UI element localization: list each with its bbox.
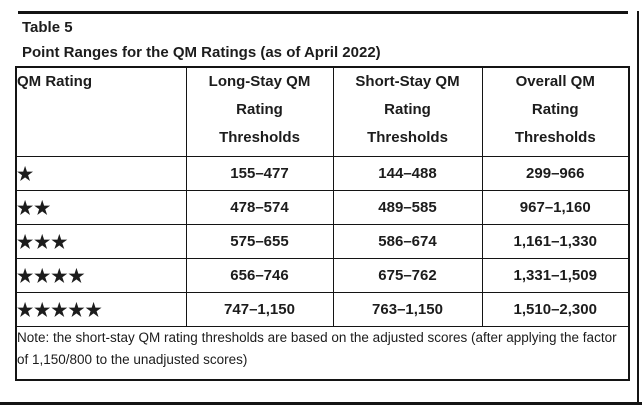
short-stay-range: 763–1,150 <box>332 292 483 327</box>
table-row-3-star: ★★★ 575–655 586–674 1,161–1,330 <box>15 224 630 259</box>
star-rating-icons: ★ <box>15 156 187 191</box>
overall-range: 967–1,160 <box>481 190 630 225</box>
table-footnote: Note: the short-stay QM rating threshold… <box>15 326 630 381</box>
long-stay-range: 155–477 <box>185 156 334 191</box>
column-header-line: Rating <box>384 101 431 118</box>
short-stay-range: 489–585 <box>332 190 483 225</box>
right-vertical-rule <box>637 11 639 405</box>
bottom-horizontal-rule <box>0 402 642 405</box>
column-header-qm-rating: QM Rating <box>15 66 187 157</box>
long-stay-range: 747–1,150 <box>185 292 334 327</box>
star-rating-icons: ★★ <box>15 190 187 225</box>
column-header-label: QM Rating <box>17 73 92 90</box>
note-row: Note: the short-stay QM rating threshold… <box>15 326 630 381</box>
overall-range: 1,331–1,509 <box>481 258 630 293</box>
column-header-line: Short-Stay QM <box>355 73 460 90</box>
header-row: QM Rating Long-Stay QM Rating Thresholds… <box>15 66 630 157</box>
overall-range: 1,161–1,330 <box>481 224 630 259</box>
star-rating-icons: ★★★ <box>15 224 187 259</box>
table-row-2-star: ★★ 478–574 489–585 967–1,160 <box>15 190 630 225</box>
column-header-short-stay: Short-Stay QM Rating Thresholds <box>332 66 483 157</box>
column-header-line: Rating <box>236 101 283 118</box>
short-stay-range: 144–488 <box>332 156 483 191</box>
column-header-overall: Overall QM Rating Thresholds <box>481 66 630 157</box>
long-stay-range: 575–655 <box>185 224 334 259</box>
short-stay-range: 675–762 <box>332 258 483 293</box>
table-title: Point Ranges for the QM Ratings (as of A… <box>22 44 381 61</box>
table-row-5-star: ★★★★★ 747–1,150 763–1,150 1,510–2,300 <box>15 292 630 327</box>
overall-range: 1,510–2,300 <box>481 292 630 327</box>
column-header-line: Thresholds <box>514 129 596 146</box>
table-row-1-star: ★ 155–477 144–488 299–966 <box>15 156 630 191</box>
star-rating-icons: ★★★★ <box>15 258 187 293</box>
column-header-long-stay: Long-Stay QM Rating Thresholds <box>185 66 334 157</box>
column-header-line: Overall QM <box>515 73 595 90</box>
short-stay-range: 586–674 <box>332 224 483 259</box>
long-stay-range: 656–746 <box>185 258 334 293</box>
table-row-4-star: ★★★★ 656–746 675–762 1,331–1,509 <box>15 258 630 293</box>
long-stay-range: 478–574 <box>185 190 334 225</box>
table-number-label: Table 5 <box>22 19 73 36</box>
top-horizontal-rule <box>18 11 628 14</box>
column-header-line: Rating <box>531 101 579 118</box>
column-header-line: Thresholds <box>367 129 448 146</box>
column-header-line: Long-Stay QM <box>208 73 311 90</box>
qm-ratings-table: QM Rating Long-Stay QM Rating Thresholds… <box>15 66 630 381</box>
overall-range: 299–966 <box>481 156 630 191</box>
column-header-line: Thresholds <box>219 129 300 146</box>
star-rating-icons: ★★★★★ <box>15 292 187 327</box>
